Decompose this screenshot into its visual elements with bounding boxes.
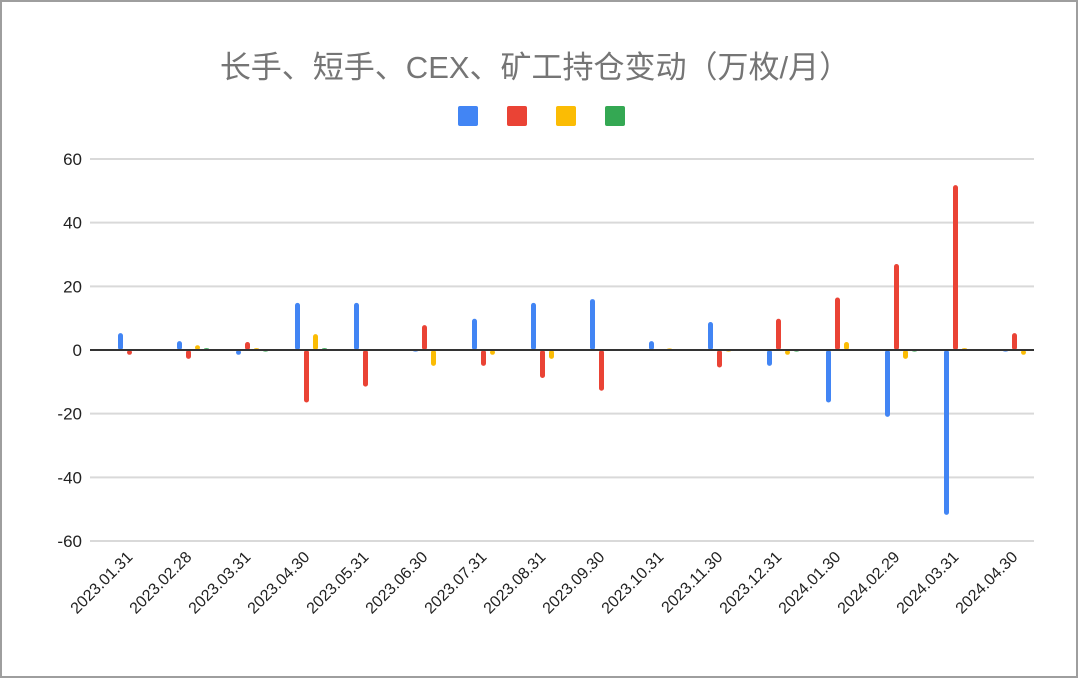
- bar: [549, 350, 554, 359]
- y-tick-label: -40: [57, 468, 82, 487]
- bar: [894, 264, 899, 350]
- x-tick-label: 2024.03.31: [894, 549, 963, 618]
- legend-swatch: [458, 106, 478, 126]
- bar: [826, 350, 831, 403]
- legend-swatch: [556, 106, 576, 126]
- bar: [776, 318, 781, 350]
- x-axis-ticks: 2023.01.312023.02.282023.03.312023.04.30…: [68, 549, 1022, 618]
- x-tick-label: 2024.02.29: [835, 549, 904, 618]
- y-tick-label: 0: [73, 341, 82, 360]
- bar: [1021, 350, 1026, 355]
- bar: [531, 302, 536, 350]
- bar: [885, 350, 890, 417]
- bar: [835, 297, 840, 350]
- legend: [458, 106, 625, 126]
- y-axis-ticks: 60 40 20 0 -20 -40 -60: [57, 150, 82, 551]
- bar: [118, 333, 123, 350]
- x-tick-label: 2023.11.30: [659, 549, 727, 617]
- bar: [649, 341, 654, 350]
- y-tick-label: 20: [63, 277, 82, 296]
- bar: [295, 302, 300, 350]
- bar: [540, 350, 545, 379]
- bars: [118, 185, 1026, 515]
- chart-title: 长手、短手、CEX、矿工持仓变动（万枚/月）: [220, 50, 850, 85]
- bar: [490, 350, 495, 355]
- bar: [708, 321, 713, 350]
- x-tick-label: 2023.01.31: [68, 549, 137, 618]
- y-tick-label: 40: [63, 214, 82, 233]
- bar: [304, 350, 309, 403]
- bar: [599, 350, 604, 391]
- x-tick-label: 2023.02.28: [127, 549, 196, 618]
- bar: [717, 350, 722, 368]
- x-tick-label: 2023.09.30: [540, 549, 609, 618]
- bar: [481, 350, 486, 366]
- bar: [177, 341, 182, 350]
- x-tick-label: 2023.10.31: [599, 549, 668, 618]
- bar: [767, 350, 772, 366]
- legend-swatch: [605, 106, 625, 126]
- bar: [245, 342, 250, 350]
- y-tick-label: -20: [57, 405, 82, 424]
- bar: [785, 350, 790, 355]
- x-tick-label: 2023.07.31: [422, 549, 491, 618]
- bar: [195, 345, 200, 350]
- bar: [1012, 333, 1017, 350]
- bar: [236, 350, 241, 355]
- y-tick-label: -60: [57, 532, 82, 551]
- bar: [903, 350, 908, 359]
- bar: [844, 342, 849, 350]
- bar: [944, 350, 949, 515]
- y-tick-label: 60: [63, 150, 82, 169]
- bar: [363, 350, 368, 387]
- bar: [431, 350, 436, 366]
- bar: [127, 350, 132, 355]
- bar: [590, 299, 595, 350]
- bar: [186, 350, 191, 359]
- x-tick-label: 2023.08.31: [481, 549, 550, 618]
- bar: [422, 325, 427, 350]
- x-tick-label: 2024.01.30: [776, 549, 845, 618]
- x-tick-label: 2023.12.31: [717, 549, 786, 618]
- x-tick-label: 2024.04.30: [953, 549, 1022, 618]
- x-tick-label: 2023.03.31: [186, 549, 255, 618]
- bar: [354, 302, 359, 350]
- x-tick-label: 2023.06.30: [363, 549, 432, 618]
- bar: [953, 185, 958, 350]
- bar: [472, 318, 477, 350]
- x-tick-label: 2023.04.30: [245, 549, 314, 618]
- legend-swatch: [507, 106, 527, 126]
- x-tick-label: 2023.05.31: [304, 549, 373, 618]
- bar: [313, 334, 318, 350]
